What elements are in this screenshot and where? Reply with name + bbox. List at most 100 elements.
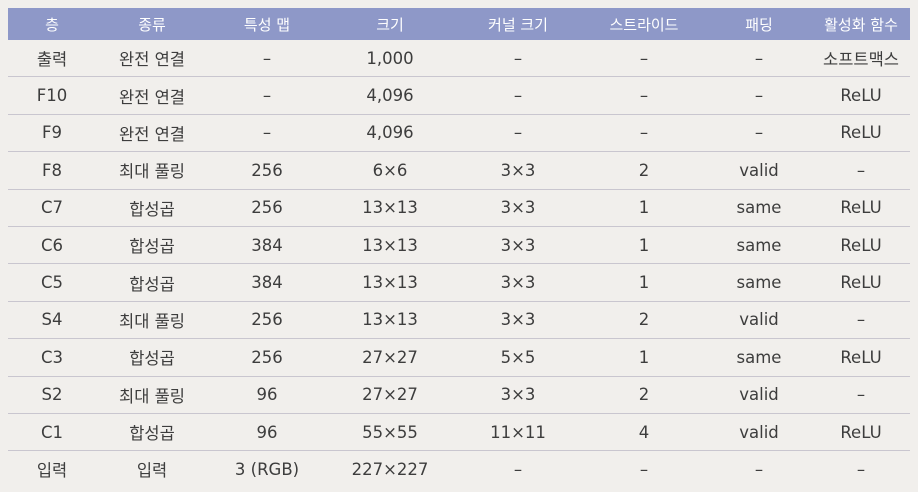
cell-stride: 1	[582, 263, 706, 302]
cell-size: 13×13	[326, 189, 454, 227]
cell-layer: F8	[8, 151, 96, 190]
cell-type: 완전 연결	[96, 114, 208, 153]
cell-feature-maps: 384	[208, 226, 326, 265]
cell-feature-maps: –	[208, 40, 326, 78]
cell-padding: same	[706, 189, 812, 227]
cell-size: 6×6	[326, 151, 454, 190]
header-padding: 패딩	[706, 8, 812, 40]
cell-feature-maps: –	[208, 114, 326, 153]
cell-feature-maps: 96	[208, 413, 326, 452]
table-row: F9 완전 연결 –4,096– – – ReLU	[8, 114, 910, 153]
cell-stride: 2	[582, 376, 706, 414]
cell-type: 합성곱	[96, 226, 208, 265]
cell-layer: 출력	[8, 40, 96, 78]
cell-layer: F10	[8, 76, 96, 115]
cell-layer: C3	[8, 338, 96, 377]
header-type: 종류	[96, 8, 208, 40]
table-row: C5 합성곱 384 13×13 3×3 1 same ReLU	[8, 263, 910, 302]
cell-type: 완전 연결	[96, 76, 208, 115]
cell-layer: 입력	[36, 461, 68, 481]
cell-size: 27×27	[326, 338, 454, 377]
cell-kernel-size: 11×11	[454, 413, 582, 452]
cell-size: 27×27	[326, 376, 454, 414]
cell-stride: 1	[582, 189, 706, 227]
cell-feature-maps: 256	[208, 301, 326, 340]
cell-size: 227×227	[351, 459, 429, 479]
cell-layer: C6	[8, 226, 96, 265]
cell-feature-maps: 256	[208, 338, 326, 377]
cell-stride: 4	[582, 413, 706, 452]
cell-padding: same	[706, 263, 812, 302]
cell-type: 입력	[136, 461, 168, 481]
cell-activation: ReLU	[812, 338, 910, 377]
cell-padding: same	[706, 226, 812, 265]
cell-stride: 2	[582, 151, 706, 190]
cell-layer: S2	[8, 376, 96, 414]
cell-activation: 소프트맥스	[812, 40, 910, 78]
cell-type: 최대 풀링	[96, 301, 208, 340]
cell-kernel-size: –	[513, 459, 523, 479]
cell-layer: F9	[8, 114, 96, 153]
table-row: S4 최대 풀링 256 13×13 3×3 2 valid –	[8, 301, 910, 340]
cell-feature-maps: 3 (RGB)	[234, 459, 300, 479]
cell-layer: C7	[8, 189, 96, 227]
header-feature-maps: 특성 맵	[208, 8, 326, 40]
cell-size: 4,096	[326, 114, 454, 153]
cell-kernel-size: 3×3	[454, 376, 582, 414]
cell-activation: –	[856, 459, 866, 479]
table-row: C3 합성곱 256 27×27 5×5 1 same ReLU	[8, 338, 910, 377]
cell-padding: same	[706, 338, 812, 377]
cell-stride: –	[582, 114, 706, 153]
cell-padding: –	[706, 76, 812, 115]
cell-padding: –	[754, 459, 764, 479]
cell-activation: ReLU	[812, 263, 910, 302]
cell-kernel-size: 3×3	[454, 263, 582, 302]
cell-activation: ReLU	[812, 413, 910, 452]
cell-stride: 2	[582, 301, 706, 340]
cell-stride: –	[582, 40, 706, 78]
cell-padding: valid	[706, 301, 812, 340]
cell-kernel-size: 3×3	[454, 151, 582, 190]
table-row: F8 최대 풀링 256 6×6 3×3 2 valid –	[8, 151, 910, 190]
cell-activation: –	[812, 301, 910, 340]
table-row: C6 합성곱 384 13×13 3×3 1 same ReLU	[8, 226, 910, 265]
cell-size: 13×13	[326, 226, 454, 265]
header-layer: 층	[8, 8, 96, 40]
table-body: 출력 완전 연결 –1,000– – – 소프트맥스 F10 완전 연결 –4,096– – – Re…	[8, 40, 910, 488]
cell-padding: –	[706, 114, 812, 153]
cell-feature-maps: 384	[208, 263, 326, 302]
table-row: F10 완전 연결 –4,096– – – ReLU	[8, 76, 910, 115]
header-kernel-size: 커널 크기	[454, 8, 582, 40]
cell-feature-maps: 256	[208, 189, 326, 227]
cell-layer: C1	[8, 413, 96, 452]
cell-padding: valid	[706, 376, 812, 414]
cell-size: 4,096	[326, 76, 454, 115]
cell-layer: C5	[8, 263, 96, 302]
cell-padding: –	[706, 40, 812, 78]
cell-type: 합성곱	[96, 189, 208, 227]
cell-stride: –	[639, 459, 649, 479]
cell-feature-maps: –	[208, 76, 326, 115]
cell-type: 최대 풀링	[96, 151, 208, 190]
cell-kernel-size: –	[454, 40, 582, 78]
cell-activation: –	[812, 151, 910, 190]
cell-kernel-size: –	[454, 114, 582, 153]
cell-activation: –	[812, 376, 910, 414]
cell-type: 최대 풀링	[96, 376, 208, 414]
header-size: 크기	[326, 8, 454, 40]
header-activation: 활성화 함수	[812, 8, 910, 40]
cell-stride: 1	[582, 226, 706, 265]
cell-size: 55×55	[326, 413, 454, 452]
cell-padding: valid	[706, 413, 812, 452]
cell-layer: S4	[8, 301, 96, 340]
cell-type: 완전 연결	[96, 40, 208, 78]
cell-activation: ReLU	[812, 114, 910, 153]
table-header-row: 층 종류 특성 맵 크기 커널 크기 스트라이드 패딩 활성화 함수	[8, 8, 910, 40]
cell-kernel-size: 3×3	[454, 189, 582, 227]
table-row: 출력 완전 연결 –1,000– – – 소프트맥스	[8, 40, 910, 78]
cell-size: 13×13	[326, 263, 454, 302]
cell-kernel-size: 3×3	[454, 301, 582, 340]
cell-type: 합성곱	[96, 338, 208, 377]
header-stride: 스트라이드	[582, 8, 706, 40]
